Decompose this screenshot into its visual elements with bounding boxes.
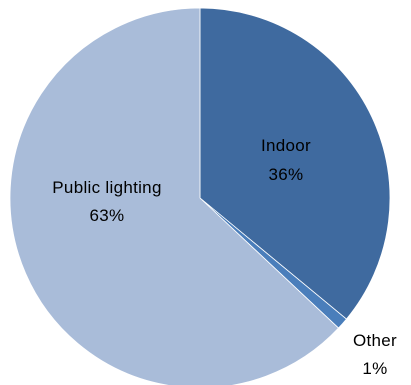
pie-slices — [9, 7, 391, 385]
slice-label-other-value: 1% — [362, 359, 387, 378]
pie-slice-public-lighting — [9, 7, 340, 385]
slice-label-public-lighting-value: 63% — [90, 206, 125, 225]
slice-label-other-name: Other — [353, 331, 397, 350]
slice-label-indoor-name: Indoor — [261, 136, 311, 155]
pie-slice-indoor — [199, 7, 391, 320]
slice-label-public-lighting-name: Public lighting — [52, 178, 161, 197]
slice-label-indoor-value: 36% — [269, 165, 304, 184]
pie-labels: Indoor 36% Other 1% Public lighting 63% — [52, 136, 397, 378]
